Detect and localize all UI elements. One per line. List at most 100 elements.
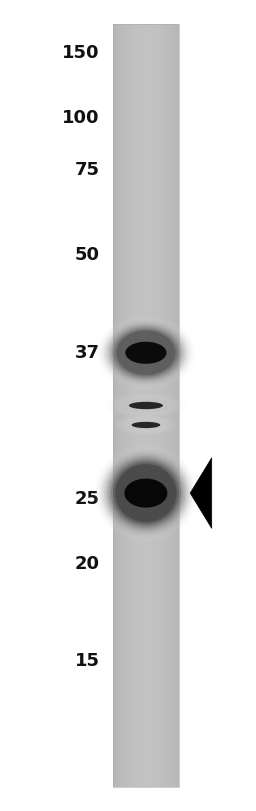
Bar xyxy=(125,24,126,787)
Bar xyxy=(113,24,114,787)
Ellipse shape xyxy=(113,462,179,524)
Bar xyxy=(116,24,117,787)
Bar xyxy=(176,24,177,787)
Bar xyxy=(140,24,141,787)
Bar xyxy=(163,24,164,787)
Ellipse shape xyxy=(111,460,181,526)
Ellipse shape xyxy=(97,447,195,539)
Bar xyxy=(124,24,125,787)
Ellipse shape xyxy=(95,445,197,541)
Bar xyxy=(170,24,171,787)
Bar xyxy=(129,24,130,787)
Bar xyxy=(130,24,131,787)
Bar xyxy=(142,24,143,787)
Ellipse shape xyxy=(116,331,175,375)
Text: 75: 75 xyxy=(75,161,100,179)
Bar xyxy=(168,24,169,787)
Bar xyxy=(117,24,118,787)
Ellipse shape xyxy=(113,396,179,415)
Bar xyxy=(122,24,123,787)
Ellipse shape xyxy=(108,324,184,381)
Ellipse shape xyxy=(129,401,163,410)
Ellipse shape xyxy=(101,320,190,386)
Bar xyxy=(127,24,128,787)
Ellipse shape xyxy=(112,328,180,378)
Ellipse shape xyxy=(132,422,160,428)
Bar xyxy=(121,24,122,787)
Ellipse shape xyxy=(114,329,177,376)
Bar xyxy=(119,24,120,787)
Ellipse shape xyxy=(104,453,188,533)
Bar xyxy=(165,24,166,787)
Bar xyxy=(144,24,145,787)
Bar xyxy=(151,24,152,787)
Bar xyxy=(120,24,121,787)
Bar xyxy=(123,24,124,787)
Text: 20: 20 xyxy=(75,555,100,573)
Ellipse shape xyxy=(124,418,168,431)
Text: 25: 25 xyxy=(75,490,100,508)
Bar xyxy=(128,24,129,787)
Bar xyxy=(114,24,115,787)
Ellipse shape xyxy=(125,341,166,364)
Bar xyxy=(136,24,137,787)
Bar xyxy=(149,24,150,787)
Bar xyxy=(159,24,160,787)
Ellipse shape xyxy=(124,478,167,508)
Bar xyxy=(134,24,135,787)
Bar xyxy=(143,24,144,787)
Text: 15: 15 xyxy=(75,652,100,670)
Ellipse shape xyxy=(106,456,186,530)
Bar xyxy=(177,24,178,787)
Bar xyxy=(157,24,158,787)
Ellipse shape xyxy=(116,397,176,414)
Ellipse shape xyxy=(120,397,172,414)
Bar xyxy=(131,24,132,787)
Ellipse shape xyxy=(110,326,182,380)
Bar xyxy=(166,24,167,787)
Ellipse shape xyxy=(102,452,190,534)
Ellipse shape xyxy=(118,397,174,414)
Bar xyxy=(167,24,168,787)
Bar xyxy=(133,24,134,787)
Bar xyxy=(156,24,157,787)
Ellipse shape xyxy=(114,396,177,415)
Bar xyxy=(132,24,133,787)
Bar xyxy=(141,24,142,787)
Text: 37: 37 xyxy=(75,344,100,362)
Bar xyxy=(174,24,175,787)
Bar xyxy=(152,24,153,787)
Bar xyxy=(118,24,119,787)
Bar xyxy=(135,24,136,787)
Ellipse shape xyxy=(121,417,171,433)
Bar xyxy=(162,24,163,787)
Bar xyxy=(173,24,174,787)
Bar xyxy=(113,24,179,787)
Bar xyxy=(161,24,162,787)
Bar xyxy=(150,24,151,787)
Ellipse shape xyxy=(97,316,195,389)
Ellipse shape xyxy=(104,321,188,384)
Bar xyxy=(158,24,159,787)
Bar xyxy=(155,24,156,787)
Ellipse shape xyxy=(120,417,172,433)
Bar xyxy=(169,24,170,787)
Ellipse shape xyxy=(109,457,183,529)
Bar xyxy=(172,24,173,787)
Ellipse shape xyxy=(106,323,186,383)
Text: 150: 150 xyxy=(62,44,100,62)
Bar xyxy=(178,24,179,787)
Bar xyxy=(137,24,138,787)
Ellipse shape xyxy=(100,449,192,537)
Ellipse shape xyxy=(111,395,181,416)
Ellipse shape xyxy=(115,464,177,522)
Bar xyxy=(146,24,147,787)
Ellipse shape xyxy=(99,318,193,388)
Ellipse shape xyxy=(125,418,166,431)
Bar xyxy=(115,24,116,787)
Ellipse shape xyxy=(118,416,174,434)
Bar xyxy=(153,24,154,787)
Bar xyxy=(164,24,165,787)
Bar xyxy=(171,24,172,787)
Bar xyxy=(148,24,149,787)
